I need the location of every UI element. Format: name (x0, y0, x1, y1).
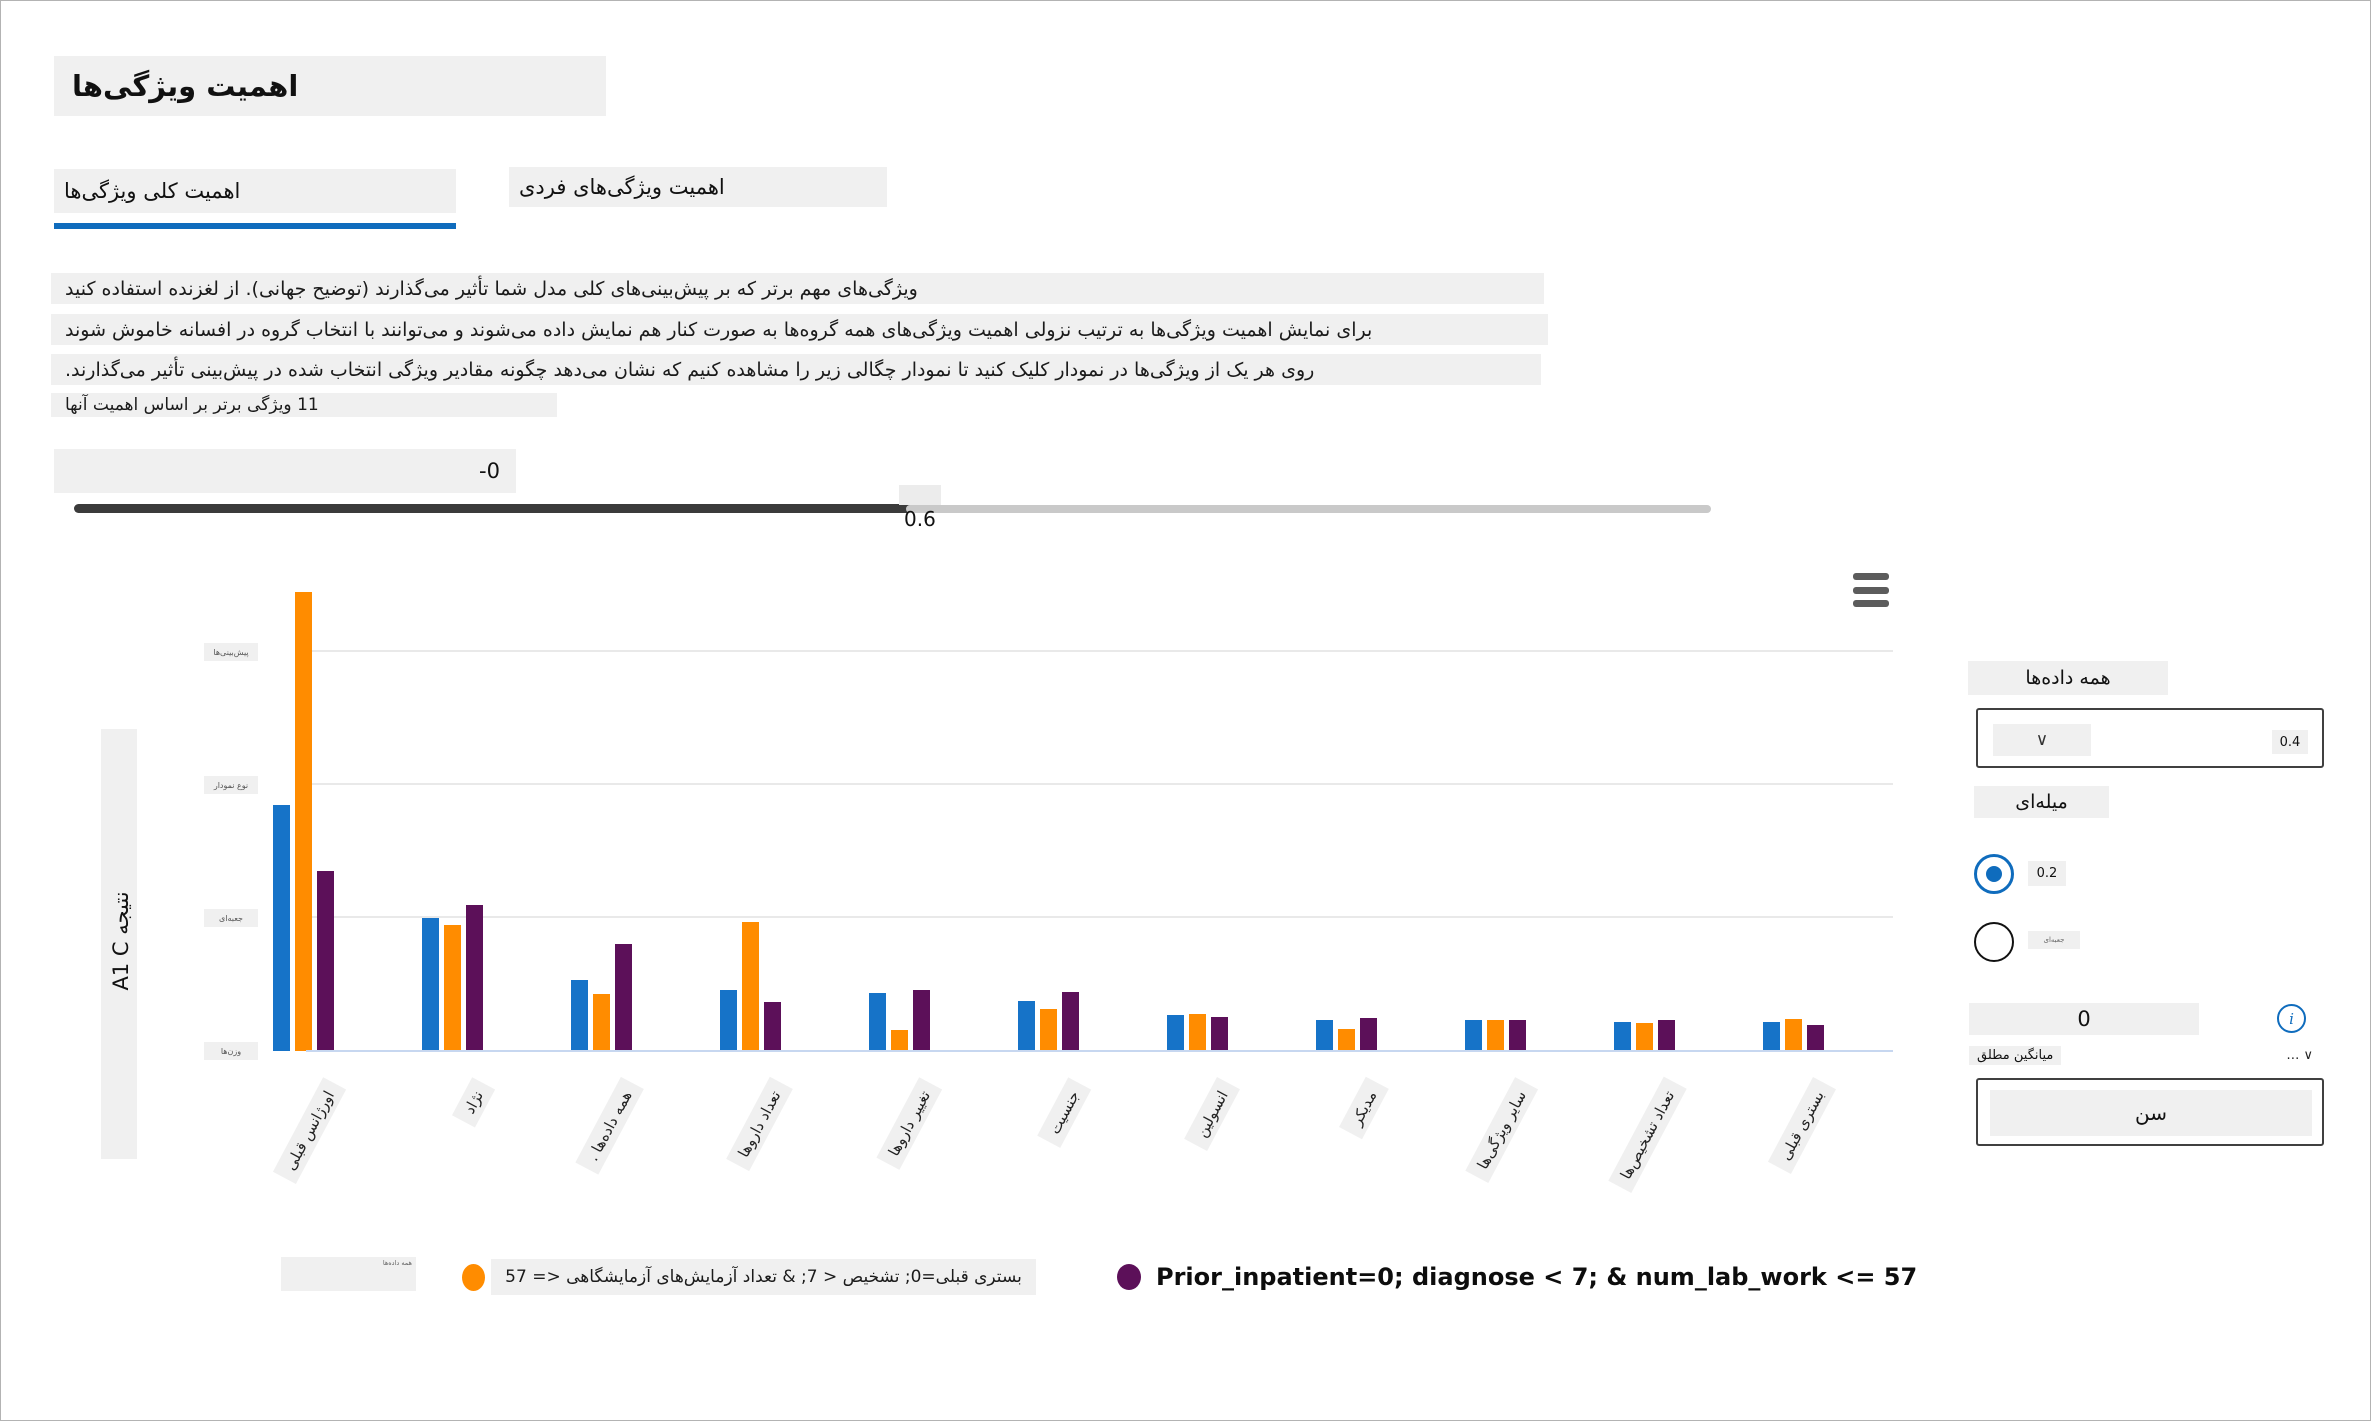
bar[interactable] (316, 871, 334, 1051)
legend-item-cohort-1[interactable]: همه داده‌ها (281, 1257, 416, 1291)
x-axis-line (306, 1050, 1893, 1052)
gridline (306, 783, 1893, 785)
bar[interactable] (719, 990, 737, 1051)
bar[interactable] (890, 1030, 908, 1051)
bar[interactable] (272, 805, 290, 1051)
bar[interactable] (1806, 1025, 1824, 1051)
bar[interactable] (1315, 1020, 1333, 1051)
legend-item-cohort-2[interactable]: بستری قبلی=0; تشخیص < 7; & تعداد آزمایش‌… (491, 1259, 1036, 1295)
radio-bar-chart-label: 0.2 (2028, 861, 2066, 886)
bar[interactable] (1784, 1019, 1802, 1051)
chevron-down-icon[interactable]: ∨ (1993, 724, 2091, 756)
description-line: برای نمایش اهمیت ویژگی‌ها به ترتیب نزولی… (51, 314, 1548, 345)
x-axis-label[interactable]: همه داده‌ها . (575, 1077, 644, 1175)
menu-bar (1853, 586, 1889, 594)
bar[interactable] (592, 994, 610, 1051)
bar[interactable] (294, 592, 312, 1051)
x-axis-label[interactable]: تغییر داروها (876, 1077, 942, 1170)
bar[interactable] (1508, 1020, 1526, 1051)
x-axis-label[interactable]: اورژانس قبلی (272, 1077, 346, 1184)
bar[interactable] (443, 925, 461, 1051)
gridline (306, 916, 1893, 918)
legend-dot-orange[interactable] (462, 1264, 485, 1291)
bar[interactable] (1657, 1020, 1675, 1051)
x-axis-label[interactable]: تعداد داروها (726, 1077, 793, 1172)
top-k-features-label: 11 ویژگی برتر بر اساس اهمیت آنها (51, 393, 557, 417)
radio-bar-chart-selected[interactable] (1974, 854, 2014, 894)
y-tick-label: نوع نمودار (204, 776, 258, 794)
radio-box-chart[interactable] (1974, 922, 2014, 962)
info-icon[interactable]: i (2277, 1004, 2306, 1033)
top-k-slider-thumb[interactable] (899, 485, 941, 505)
legend-item-cohort-3[interactable]: Prior_inpatient=0; diagnose < 7; & num_l… (1156, 1263, 1918, 1291)
bar[interactable] (1486, 1020, 1504, 1051)
page-title: اهمیت ویژگی‌ها (54, 56, 606, 116)
cohort-dropdown[interactable]: ∨ 0.4 (1976, 708, 2324, 768)
top-k-slider-track[interactable] (906, 505, 1711, 513)
panel-cohort-label: همه داده‌ها (1968, 661, 2168, 695)
radio-selected-dot (1986, 866, 2002, 882)
chevron-down-icon[interactable]: … ∨ (2286, 1047, 2313, 1063)
bar[interactable] (1464, 1020, 1482, 1051)
position-field[interactable]: 0 (1969, 1003, 2199, 1035)
y-tick-label: وزن‌ها (204, 1042, 258, 1060)
bar[interactable] (741, 922, 759, 1051)
feature-search-box[interactable]: سن (1976, 1078, 2324, 1146)
bar[interactable] (570, 980, 588, 1051)
y-tick-label: جعبه‌ای (204, 909, 258, 927)
bar[interactable] (465, 905, 483, 1051)
legend-dot-purple[interactable] (1117, 1264, 1141, 1290)
bar[interactable] (1017, 1001, 1035, 1051)
slider-value-label: 0.6 (904, 507, 936, 531)
slider-range-label: -0 (54, 449, 516, 493)
menu-bar (1853, 600, 1889, 607)
bar[interactable] (868, 993, 886, 1051)
tab-individual-feature-importance[interactable]: اهمیت ویژگی‌های فردی (509, 167, 887, 207)
x-axis-label[interactable]: بستری قبلی (1767, 1077, 1836, 1175)
bar[interactable] (1188, 1014, 1206, 1051)
bar[interactable] (1039, 1009, 1057, 1051)
radio-box-chart-label: جعبه‌ای (2028, 931, 2080, 949)
x-axis-label[interactable]: سایر ویژگی‌ها (1465, 1077, 1538, 1183)
y-axis-title-strip: نتیجه A1 C (101, 729, 137, 1159)
bar[interactable] (1359, 1018, 1377, 1051)
active-tab-underline (54, 223, 456, 229)
bar[interactable] (1635, 1023, 1653, 1051)
dropdown-value: 0.4 (2272, 730, 2308, 754)
bar[interactable] (1210, 1017, 1228, 1051)
feature-importance-bar-chart[interactable] (266, 569, 1893, 1051)
bar[interactable] (1762, 1022, 1780, 1051)
gridline (306, 650, 1893, 652)
description-line: ویژگی‌های مهم برتر که بر پیش‌بینی‌های کل… (51, 273, 1544, 304)
description-line: روی هر یک از ویژگی‌ها در نمودار کلیک کنی… (51, 354, 1541, 385)
chart-type-bar-label: میله‌ای (1974, 786, 2109, 818)
bar[interactable] (912, 990, 930, 1051)
chart-menu-icon[interactable] (1853, 573, 1889, 607)
sort-row: میانگین مطلق … ∨ (1969, 1043, 2317, 1067)
bar[interactable] (1061, 992, 1079, 1051)
sort-by-label: میانگین مطلق (1969, 1045, 2062, 1065)
bar[interactable] (1337, 1029, 1355, 1051)
bar[interactable] (1613, 1022, 1631, 1051)
top-k-slider-filled-track[interactable] (74, 504, 916, 513)
x-axis-label[interactable]: تعداد تشخیص‌ها (1608, 1077, 1687, 1193)
tab-global-feature-importance[interactable]: اهمیت کلی ویژگی‌ها (54, 169, 456, 213)
menu-bar (1853, 573, 1889, 580)
bar[interactable] (763, 1002, 781, 1051)
y-axis-title: نتیجه A1 C (109, 891, 133, 991)
x-axis-label[interactable]: نژاد (451, 1077, 495, 1128)
feature-search-value[interactable]: سن (1990, 1090, 2312, 1136)
y-tick-label: پیش‌بینی‌ها (204, 643, 258, 661)
x-axis-label[interactable]: جنسیت (1036, 1077, 1091, 1148)
x-axis-label[interactable]: مدیکر (1339, 1077, 1389, 1140)
bar[interactable] (1166, 1015, 1184, 1051)
bar[interactable] (421, 918, 439, 1051)
x-axis-label[interactable]: انسولین (1184, 1077, 1240, 1152)
bar[interactable] (614, 944, 632, 1051)
